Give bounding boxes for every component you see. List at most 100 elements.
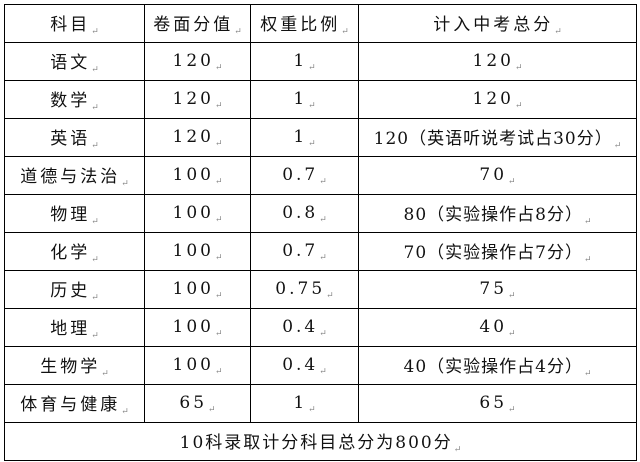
paragraph-mark-icon: ↵ (234, 27, 242, 37)
paragraph-mark-icon: ↵ (514, 100, 523, 111)
total-cell: 80（实验操作占8分）↵ (358, 194, 637, 233)
weight-cell: 1↵ (250, 42, 359, 81)
paragraph-mark-icon: ↵ (214, 62, 223, 73)
weight-cell: 1↵ (250, 80, 359, 119)
paragraph-mark-icon: ↵ (214, 366, 223, 377)
paragraph-mark-icon: ↵ (514, 62, 523, 73)
paragraph-mark-icon: ↵ (453, 445, 462, 455)
paragraph-mark-icon: ↵ (308, 62, 316, 73)
paragraph-mark-icon: ↵ (214, 100, 223, 111)
paragraph-mark-icon: ↵ (583, 217, 592, 227)
table-row: 英语↵ 120↵ 1↵ 120（英语听说考试占30分）↵ (4, 118, 637, 157)
paragraph-mark-icon: ↵ (319, 214, 327, 225)
paragraph-mark-icon: ↵ (121, 407, 129, 417)
paragraph-mark-icon: ↵ (214, 328, 223, 339)
total-cell: 40（实验操作占4分）↵ (358, 346, 637, 385)
table-row: 语文↵ 120↵ 1↵ 120↵ (4, 42, 637, 81)
paragraph-mark-icon: ↵ (91, 27, 99, 37)
full-score-cell: 100↵ (144, 346, 251, 385)
full-score-cell: 120↵ (144, 118, 251, 157)
total-cell: 75↵ (358, 270, 637, 309)
paragraph-mark-icon: ↵ (583, 369, 592, 379)
paragraph-mark-icon: ↵ (101, 369, 109, 379)
full-score-cell: 100↵ (144, 232, 251, 271)
total-note: 10科录取计分科目总分为800分↵ (4, 422, 637, 461)
subject-cell: 化学↵ (4, 232, 145, 271)
full-score-cell: 100↵ (144, 194, 251, 233)
paragraph-mark-icon: ↵ (508, 328, 516, 339)
paragraph-mark-icon: ↵ (319, 366, 327, 377)
subject-cell: 生物学↵ (4, 346, 145, 385)
table-row: 生物学↵ 100↵ 0.4↵ 40（实验操作占4分）↵ (4, 346, 637, 385)
paragraph-mark-icon: ↵ (214, 290, 223, 301)
subject-cell: 地理↵ (4, 308, 145, 347)
full-score-cell: 100↵ (144, 156, 251, 195)
table-row: 数学↵ 120↵ 1↵ 120↵ (4, 80, 637, 119)
paragraph-mark-icon: ↵ (308, 404, 316, 415)
paragraph-mark-icon: ↵ (319, 328, 327, 339)
weight-cell: 0.4↵ (250, 346, 359, 385)
weight-cell: 0.75↵ (250, 270, 359, 309)
score-table: 科目↵ 卷面分值↵ 权重比例↵ 计入中考总分↵ 语文↵ 120↵ 1↵ 120↵ 数学↵… (4, 4, 637, 461)
subject-cell: 数学↵ (4, 80, 145, 119)
subject-cell: 历史↵ (4, 270, 145, 309)
paragraph-mark-icon: ↵ (508, 290, 516, 301)
paragraph-mark-icon: ↵ (91, 141, 99, 151)
paragraph-mark-icon: ↵ (214, 176, 223, 187)
header-row: 科目↵ 卷面分值↵ 权重比例↵ 计入中考总分↵ (4, 4, 637, 43)
table-row: 物理↵ 100↵ 0.8↵ 80（实验操作占8分）↵ (4, 194, 637, 233)
subject-cell: 英语↵ (4, 118, 145, 157)
paragraph-mark-icon: ↵ (341, 27, 349, 37)
paragraph-mark-icon: ↵ (214, 214, 223, 225)
paragraph-mark-icon: ↵ (308, 100, 316, 111)
total-cell: 120（英语听说考试占30分）↵ (358, 118, 637, 157)
subject-cell: 语文↵ (4, 42, 145, 81)
total-cell: 120↵ (358, 80, 637, 119)
weight-cell: 1↵ (250, 118, 359, 157)
weight-cell: 0.7↵ (250, 232, 359, 271)
paragraph-mark-icon: ↵ (554, 27, 562, 37)
total-cell: 120↵ (358, 42, 637, 81)
footer-row: 10科录取计分科目总分为800分↵ (4, 422, 637, 461)
full-score-cell: 100↵ (144, 308, 251, 347)
paragraph-mark-icon: ↵ (91, 255, 99, 265)
weight-cell: 1↵ (250, 384, 359, 423)
paragraph-mark-icon: ↵ (214, 138, 223, 149)
header-weight: 权重比例↵ (250, 4, 359, 43)
paragraph-mark-icon: ↵ (91, 65, 99, 75)
full-score-cell: 120↵ (144, 80, 251, 119)
paragraph-mark-icon: ↵ (508, 404, 516, 415)
full-score-cell: 120↵ (144, 42, 251, 81)
table-row: 地理↵ 100↵ 0.4↵ 40↵ (4, 308, 637, 347)
paragraph-mark-icon: ↵ (319, 252, 327, 263)
total-cell: 70（实验操作占7分）↵ (358, 232, 637, 271)
table-row: 道德与法治↵ 100↵ 0.7↵ 70↵ (4, 156, 637, 195)
paragraph-mark-icon: ↵ (208, 404, 216, 415)
header-full-score: 卷面分值↵ (144, 4, 251, 43)
paragraph-mark-icon: ↵ (214, 252, 223, 263)
paragraph-mark-icon: ↵ (91, 217, 99, 227)
weight-cell: 0.7↵ (250, 156, 359, 195)
paragraph-mark-icon: ↵ (326, 290, 334, 301)
total-cell: 65↵ (358, 384, 637, 423)
subject-cell: 道德与法治↵ (4, 156, 145, 195)
table-row: 体育与健康↵ 65↵ 1↵ 65↵ (4, 384, 637, 423)
header-subject: 科目↵ (4, 4, 145, 43)
subject-cell: 物理↵ (4, 194, 145, 233)
total-cell: 40↵ (358, 308, 637, 347)
paragraph-mark-icon: ↵ (613, 141, 622, 151)
full-score-cell: 100↵ (144, 270, 251, 309)
paragraph-mark-icon: ↵ (508, 176, 516, 187)
table-row: 化学↵ 100↵ 0.7↵ 70（实验操作占7分）↵ (4, 232, 637, 271)
paragraph-mark-icon: ↵ (319, 176, 327, 187)
weight-cell: 0.8↵ (250, 194, 359, 233)
weight-cell: 0.4↵ (250, 308, 359, 347)
paragraph-mark-icon: ↵ (91, 331, 99, 341)
paragraph-mark-icon: ↵ (583, 255, 592, 265)
subject-cell: 体育与健康↵ (4, 384, 145, 423)
paragraph-mark-icon: ↵ (91, 293, 99, 303)
paragraph-mark-icon: ↵ (91, 103, 99, 113)
total-cell: 70↵ (358, 156, 637, 195)
table-row: 历史↵ 100↵ 0.75↵ 75↵ (4, 270, 637, 309)
full-score-cell: 65↵ (144, 384, 251, 423)
